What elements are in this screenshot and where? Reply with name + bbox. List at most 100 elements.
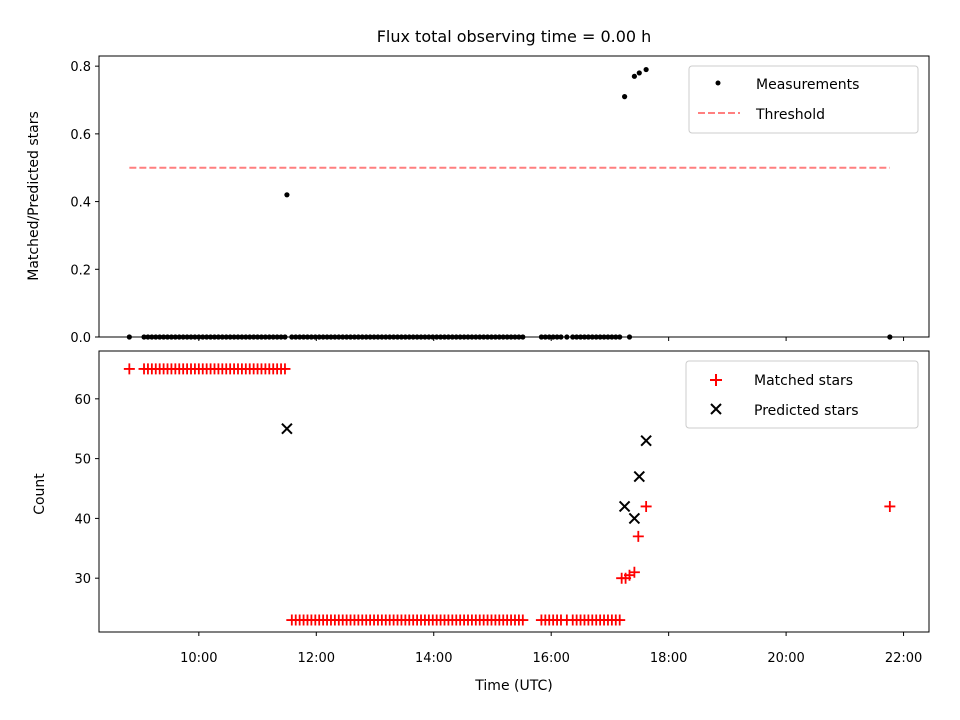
measurement-point	[359, 334, 365, 340]
bottom-panel: 10:00 12:00 14:00 16:00 18:00 20:00 22:00 30 40…	[32, 350, 930, 694]
top-y-tick-label: 0.4	[70, 196, 91, 211]
measurement-point	[347, 334, 354, 340]
measurement-point	[320, 334, 326, 340]
matched-stars-point	[279, 363, 291, 375]
measurement-point	[282, 334, 288, 340]
measurement-point	[180, 334, 186, 340]
predicted-stars-point	[618, 500, 631, 513]
measurement-point	[184, 334, 190, 340]
bottom-x-tick-label: 10:00	[180, 651, 217, 666]
measurement-point	[157, 334, 163, 340]
measurement-point	[379, 334, 385, 340]
top-legend: Measurements Threshold	[688, 65, 919, 134]
measurement-point	[577, 334, 584, 340]
measurement-point	[141, 334, 147, 340]
measurement-point	[520, 334, 526, 340]
measurement-point	[383, 334, 389, 340]
bottom-legend: Matched stars Predicted stars	[685, 360, 919, 429]
measurement-point	[231, 334, 237, 340]
predicted-stars-point	[633, 470, 645, 483]
measurement-point	[546, 334, 552, 340]
measurement-point	[243, 334, 249, 340]
measurement-point	[437, 334, 444, 340]
measurement-point	[387, 334, 393, 340]
legend-measurements-label: Measurements	[756, 77, 859, 93]
bottom-y-tick-label: 50	[74, 453, 91, 468]
measurement-point	[254, 334, 261, 340]
measurement-point	[192, 334, 198, 340]
measurement-point	[247, 334, 253, 340]
measurement-point	[153, 334, 159, 340]
measurement-point	[508, 334, 514, 340]
matched-stars-series	[123, 363, 896, 626]
top-x-ticks	[198, 337, 905, 341]
bottom-y-tick-label: 60	[74, 393, 91, 408]
measurement-point	[643, 66, 649, 73]
measurement-point	[235, 334, 241, 340]
measurement-point	[542, 334, 548, 340]
measurement-point	[300, 334, 307, 340]
measurement-point	[215, 334, 222, 340]
measurement-point	[239, 334, 245, 340]
measurement-point	[406, 334, 412, 340]
measurement-point	[622, 94, 628, 100]
matched-stars-point	[628, 566, 640, 578]
measurement-point	[500, 334, 506, 340]
measurement-point	[410, 334, 416, 340]
measurement-point	[504, 334, 510, 340]
measurement-point	[375, 334, 381, 340]
bottom-x-ticks: 10:00 12:00 14:00 16:00 18:00 20:00 22:00	[180, 632, 922, 666]
measurement-point	[538, 334, 545, 340]
measurement-point	[351, 334, 358, 340]
measurement-point	[289, 334, 295, 340]
measurement-point	[149, 334, 155, 340]
bottom-y-tick-label: 30	[74, 572, 91, 587]
bottom-x-tick-label: 22:00	[885, 651, 922, 666]
measurement-point	[332, 334, 338, 340]
measurement-point	[484, 334, 491, 340]
predicted-stars-point	[628, 512, 641, 525]
measurement-point	[251, 334, 257, 340]
matched-stars-point	[632, 530, 644, 542]
matched-stars-point	[123, 363, 135, 375]
top-y-axis-label: Matched/Predicted stars	[26, 111, 42, 281]
measurement-point	[316, 334, 322, 340]
measurement-point	[145, 334, 151, 340]
top-y-tick-label: 0.8	[70, 60, 91, 75]
legend-measurements-marker	[715, 80, 721, 86]
measurement-point	[324, 334, 330, 340]
measurement-point	[512, 334, 518, 340]
predicted-stars-point	[640, 434, 652, 447]
matched-stars-point	[517, 614, 529, 626]
measurement-point	[188, 334, 194, 340]
measurement-point	[398, 334, 405, 340]
legend-predicted-label: Predicted stars	[754, 403, 859, 419]
measurement-point	[613, 334, 619, 340]
bottom-x-tick-label: 20:00	[767, 651, 804, 666]
measurement-point	[492, 334, 499, 340]
measurement-point	[274, 334, 280, 340]
measurement-point	[449, 334, 455, 340]
measurement-point	[585, 334, 591, 340]
measurement-point	[204, 334, 210, 340]
bottom-axes-frame	[98, 350, 930, 633]
measurement-point	[284, 192, 290, 198]
measurement-point	[418, 334, 424, 340]
measurement-point	[270, 334, 276, 340]
measurement-point	[340, 334, 346, 340]
measurement-point	[605, 334, 611, 340]
measurements-series	[126, 66, 893, 340]
bottom-x-tick-label: 18:00	[650, 651, 687, 666]
measurement-point	[426, 334, 432, 340]
measurement-point	[262, 334, 268, 340]
measurement-point	[207, 334, 214, 340]
matched-stars-point	[614, 614, 626, 626]
measurement-point	[477, 334, 483, 340]
bottom-y-tick-label: 40	[74, 512, 91, 527]
bottom-x-axis-label: Time (UTC)	[474, 678, 552, 694]
measurement-point	[445, 334, 452, 340]
bottom-y-axis-label: Count	[32, 473, 48, 515]
top-y-ticks: 0.0 0.2 0.4 0.6 0.8	[70, 60, 99, 346]
measurement-point	[631, 73, 637, 79]
measurement-point	[402, 334, 408, 340]
